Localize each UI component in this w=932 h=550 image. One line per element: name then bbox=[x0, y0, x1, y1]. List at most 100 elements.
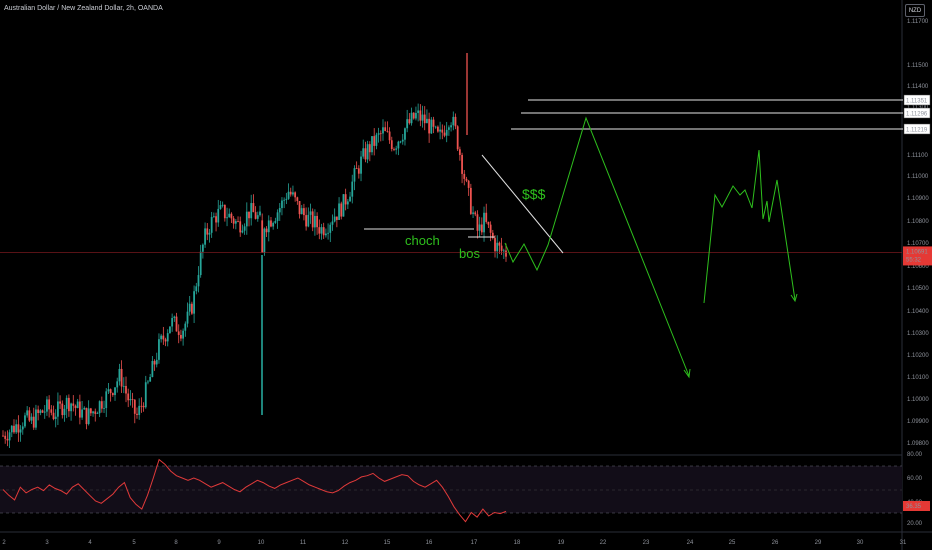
candle-body bbox=[160, 335, 163, 340]
candle-body bbox=[193, 291, 195, 314]
candle-body bbox=[10, 425, 13, 433]
candle-body bbox=[180, 334, 182, 339]
candle-body bbox=[450, 125, 452, 128]
candle-body bbox=[294, 192, 297, 198]
time-tick: 25 bbox=[729, 540, 736, 546]
candle-body bbox=[217, 208, 220, 223]
candle-body bbox=[357, 168, 360, 174]
price-tick: 1.10000 bbox=[907, 397, 929, 403]
level-label bbox=[903, 94, 931, 106]
candle-body bbox=[285, 198, 288, 200]
candle-body bbox=[107, 389, 110, 392]
candle-body bbox=[133, 399, 136, 414]
candle-body bbox=[498, 242, 501, 246]
candle-body bbox=[254, 212, 257, 219]
candle-body bbox=[342, 194, 345, 217]
liquidity-trendline bbox=[481, 154, 564, 254]
time-tick: 2 bbox=[2, 540, 6, 546]
rsi-tick: 80.00 bbox=[907, 452, 923, 458]
candle-body bbox=[131, 398, 134, 400]
candle-body bbox=[478, 224, 481, 231]
candle-body bbox=[401, 139, 404, 142]
candle-body bbox=[355, 168, 358, 170]
candle-body bbox=[404, 128, 406, 140]
candle-body bbox=[259, 211, 261, 216]
candle-body bbox=[70, 403, 72, 412]
candle-body bbox=[474, 212, 477, 215]
candle-body bbox=[92, 411, 94, 414]
candle-body bbox=[35, 409, 37, 428]
candle-body bbox=[276, 212, 279, 221]
candle-body bbox=[245, 211, 248, 227]
candle-body bbox=[353, 168, 356, 182]
level-label bbox=[903, 107, 931, 119]
candle-body bbox=[173, 316, 176, 318]
candle-body bbox=[136, 413, 138, 415]
current-price-text: 1.10691 bbox=[906, 249, 928, 255]
time-tick: 12 bbox=[342, 540, 349, 546]
candle-body bbox=[443, 132, 446, 136]
candle-body bbox=[210, 217, 213, 233]
price-tick: 1.10900 bbox=[907, 196, 929, 202]
bos-label: bos bbox=[459, 246, 480, 261]
candle-body bbox=[362, 148, 365, 157]
candle-body bbox=[447, 127, 450, 130]
candle-body bbox=[496, 242, 499, 252]
candle-body bbox=[87, 408, 90, 425]
candle-body bbox=[48, 399, 51, 410]
candle-body bbox=[480, 224, 483, 233]
candle-body bbox=[437, 126, 439, 132]
candle-body bbox=[201, 244, 204, 252]
candle-body bbox=[322, 227, 325, 236]
candle-body bbox=[333, 216, 336, 222]
candle-body bbox=[465, 178, 468, 181]
candle-body bbox=[483, 212, 485, 233]
candle-body bbox=[155, 359, 158, 365]
candle-body bbox=[267, 220, 270, 233]
candle-body bbox=[270, 220, 272, 227]
candle-body bbox=[204, 228, 206, 245]
candle-body bbox=[344, 194, 347, 205]
candle-body bbox=[467, 180, 470, 188]
currency-button[interactable]: NZD bbox=[905, 4, 925, 17]
projection-path-2 bbox=[703, 149, 796, 304]
candle-body bbox=[122, 385, 125, 387]
candle-body bbox=[28, 410, 31, 421]
candle-body bbox=[65, 397, 68, 409]
time-tick: 16 bbox=[426, 540, 433, 546]
rsi-current-label bbox=[903, 501, 930, 511]
candle-body bbox=[212, 216, 215, 218]
candle-body bbox=[360, 156, 362, 174]
candle-body bbox=[46, 399, 48, 412]
candle-body bbox=[158, 339, 160, 360]
candle-body bbox=[125, 385, 127, 394]
time-tick: 17 bbox=[471, 540, 478, 546]
candle-body bbox=[487, 221, 490, 225]
candle-body bbox=[26, 410, 29, 416]
candle-body bbox=[500, 245, 503, 251]
candle-body bbox=[393, 148, 395, 150]
candle-body bbox=[434, 126, 437, 128]
projection-arrowhead-2 bbox=[790, 293, 798, 303]
candle-body bbox=[338, 203, 340, 220]
candle-body bbox=[144, 382, 147, 408]
price-tick: 1.11500 bbox=[907, 63, 929, 69]
candle-body bbox=[346, 201, 349, 205]
candle-body bbox=[72, 403, 75, 406]
time-tick: 9 bbox=[217, 540, 221, 546]
candle-body bbox=[485, 212, 488, 222]
price-tick: 1.10400 bbox=[907, 309, 929, 315]
candle-body bbox=[256, 215, 259, 219]
candle-body bbox=[127, 393, 130, 401]
candle-body bbox=[410, 112, 413, 124]
candle-body bbox=[454, 116, 457, 127]
candle-body bbox=[116, 381, 119, 388]
candle-body bbox=[430, 119, 433, 134]
candle-body bbox=[105, 391, 108, 409]
time-tick: 30 bbox=[857, 540, 864, 546]
current-price-label bbox=[903, 246, 932, 266]
candle-body bbox=[432, 119, 435, 127]
candle-body bbox=[335, 216, 338, 220]
candle-body bbox=[292, 192, 294, 195]
